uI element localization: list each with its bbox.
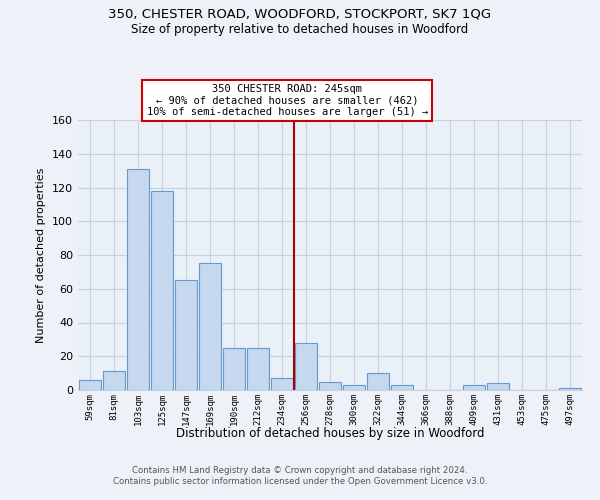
Bar (151, 191, 173, 390)
Bar (103, 372, 125, 390)
Bar (463, 385, 485, 390)
Bar (319, 382, 341, 390)
Bar (559, 388, 581, 390)
Text: 350 CHESTER ROAD: 245sqm
← 90% of detached houses are smaller (462)
10% of semi-: 350 CHESTER ROAD: 245sqm ← 90% of detach… (146, 84, 428, 117)
Bar (247, 348, 269, 390)
Text: Contains HM Land Registry data © Crown copyright and database right 2024.: Contains HM Land Registry data © Crown c… (132, 466, 468, 475)
Bar (79, 380, 101, 390)
Bar (343, 385, 365, 390)
Bar (367, 373, 389, 390)
Bar (271, 378, 293, 390)
Bar (391, 385, 413, 390)
Bar (487, 383, 509, 390)
Text: Distribution of detached houses by size in Woodford: Distribution of detached houses by size … (176, 428, 484, 440)
Bar (295, 343, 317, 390)
Text: Contains public sector information licensed under the Open Government Licence v3: Contains public sector information licen… (113, 478, 487, 486)
Bar (175, 280, 197, 390)
Bar (223, 348, 245, 390)
Text: 350, CHESTER ROAD, WOODFORD, STOCKPORT, SK7 1QG: 350, CHESTER ROAD, WOODFORD, STOCKPORT, … (109, 8, 491, 20)
Text: Size of property relative to detached houses in Woodford: Size of property relative to detached ho… (131, 22, 469, 36)
Bar (127, 169, 149, 390)
Y-axis label: Number of detached properties: Number of detached properties (37, 168, 46, 342)
Bar (199, 264, 221, 390)
